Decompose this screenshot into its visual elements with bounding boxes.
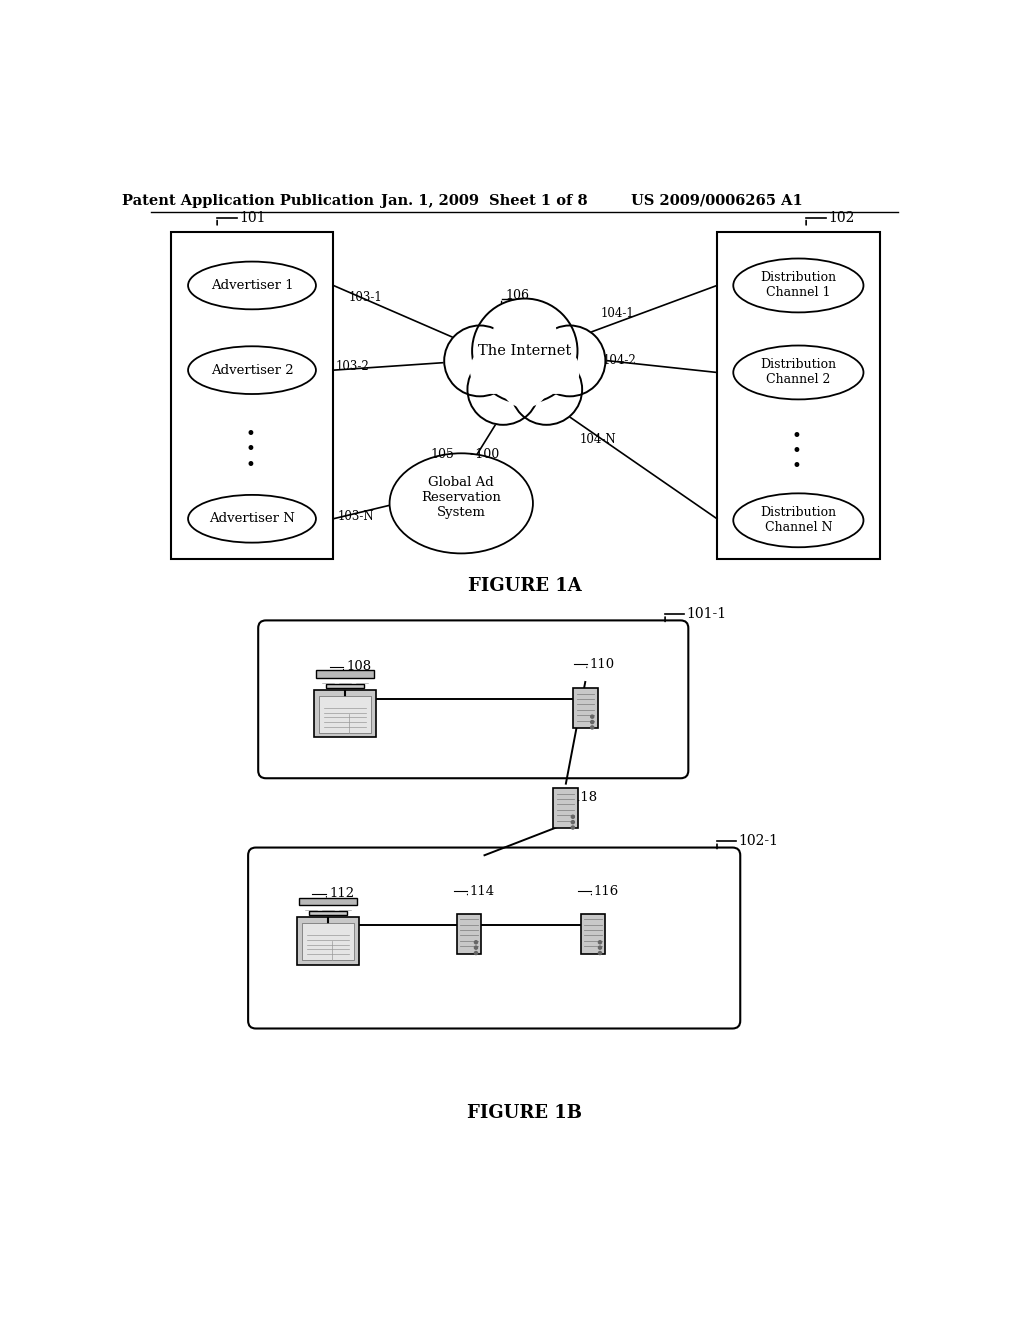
Text: Global Ad
Reservation
System: Global Ad Reservation System <box>421 475 501 519</box>
Ellipse shape <box>188 261 316 309</box>
Text: US 2009/0006265 A1: US 2009/0006265 A1 <box>631 194 803 207</box>
Circle shape <box>494 327 556 389</box>
Text: 103-N: 103-N <box>337 510 374 523</box>
Ellipse shape <box>733 259 863 313</box>
Circle shape <box>517 313 556 351</box>
FancyBboxPatch shape <box>572 688 598 729</box>
FancyBboxPatch shape <box>554 788 579 829</box>
Text: 118: 118 <box>572 791 597 804</box>
Circle shape <box>571 826 574 829</box>
Ellipse shape <box>389 453 532 553</box>
Circle shape <box>474 946 477 949</box>
Ellipse shape <box>188 495 316 543</box>
Circle shape <box>467 354 539 425</box>
Text: •: • <box>246 425 255 444</box>
FancyBboxPatch shape <box>297 917 359 965</box>
Text: 108: 108 <box>346 660 372 673</box>
Circle shape <box>474 952 477 954</box>
FancyBboxPatch shape <box>316 671 374 678</box>
Circle shape <box>591 726 594 729</box>
Text: Advertiser N: Advertiser N <box>209 512 295 525</box>
Text: –100: –100 <box>469 449 500 462</box>
Circle shape <box>494 313 532 351</box>
FancyBboxPatch shape <box>302 923 353 960</box>
Text: 104-N: 104-N <box>580 433 616 446</box>
Text: 105: 105 <box>430 449 454 462</box>
Text: 102-1: 102-1 <box>738 834 778 849</box>
Circle shape <box>598 941 601 944</box>
Circle shape <box>444 326 515 396</box>
FancyBboxPatch shape <box>457 913 481 954</box>
FancyBboxPatch shape <box>258 620 688 779</box>
Circle shape <box>591 721 594 723</box>
FancyBboxPatch shape <box>308 911 347 915</box>
FancyBboxPatch shape <box>248 847 740 1028</box>
FancyBboxPatch shape <box>326 684 365 688</box>
Circle shape <box>591 715 594 718</box>
Text: •: • <box>792 426 802 445</box>
Text: •: • <box>792 442 802 459</box>
Text: 114: 114 <box>469 884 495 898</box>
Ellipse shape <box>733 346 863 400</box>
Text: 110: 110 <box>589 657 614 671</box>
Text: Jan. 1, 2009: Jan. 1, 2009 <box>381 194 479 207</box>
Text: Advertiser 1: Advertiser 1 <box>211 279 293 292</box>
Text: Distribution
Channel 1: Distribution Channel 1 <box>760 272 837 300</box>
Text: 104-1: 104-1 <box>601 308 635 321</box>
Text: Distribution
Channel N: Distribution Channel N <box>760 507 837 535</box>
Circle shape <box>535 326 605 396</box>
Circle shape <box>532 347 579 393</box>
Ellipse shape <box>733 494 863 548</box>
Text: The Internet: The Internet <box>478 345 571 358</box>
Text: Distribution
Channel 2: Distribution Channel 2 <box>760 359 837 387</box>
Text: 106: 106 <box>506 289 529 302</box>
Circle shape <box>472 298 578 404</box>
Circle shape <box>471 347 517 393</box>
Text: Patent Application Publication: Patent Application Publication <box>122 194 374 207</box>
Circle shape <box>571 821 574 824</box>
FancyBboxPatch shape <box>171 231 334 558</box>
Circle shape <box>502 360 548 407</box>
Circle shape <box>571 816 574 818</box>
Text: 103-1: 103-1 <box>349 290 383 304</box>
Text: 112: 112 <box>330 887 354 900</box>
Circle shape <box>598 952 601 954</box>
FancyBboxPatch shape <box>581 913 605 954</box>
FancyBboxPatch shape <box>314 689 376 738</box>
Ellipse shape <box>188 346 316 395</box>
Text: •: • <box>792 458 802 475</box>
FancyBboxPatch shape <box>299 898 356 906</box>
Text: FIGURE 1A: FIGURE 1A <box>468 577 582 595</box>
Text: Advertiser 2: Advertiser 2 <box>211 363 293 376</box>
FancyBboxPatch shape <box>717 231 880 558</box>
Text: 104-2: 104-2 <box>602 354 636 367</box>
Text: •: • <box>246 441 255 458</box>
FancyBboxPatch shape <box>319 696 371 733</box>
Circle shape <box>474 941 477 944</box>
Circle shape <box>598 946 601 949</box>
Text: 116: 116 <box>593 884 618 898</box>
Text: FIGURE 1B: FIGURE 1B <box>467 1105 583 1122</box>
Text: 102: 102 <box>827 211 854 224</box>
Text: •: • <box>246 455 255 474</box>
Text: Sheet 1 of 8: Sheet 1 of 8 <box>489 194 588 207</box>
Text: 101: 101 <box>239 211 265 224</box>
Text: 103-2: 103-2 <box>336 360 370 372</box>
Text: 101-1: 101-1 <box>687 607 727 622</box>
Circle shape <box>511 354 583 425</box>
